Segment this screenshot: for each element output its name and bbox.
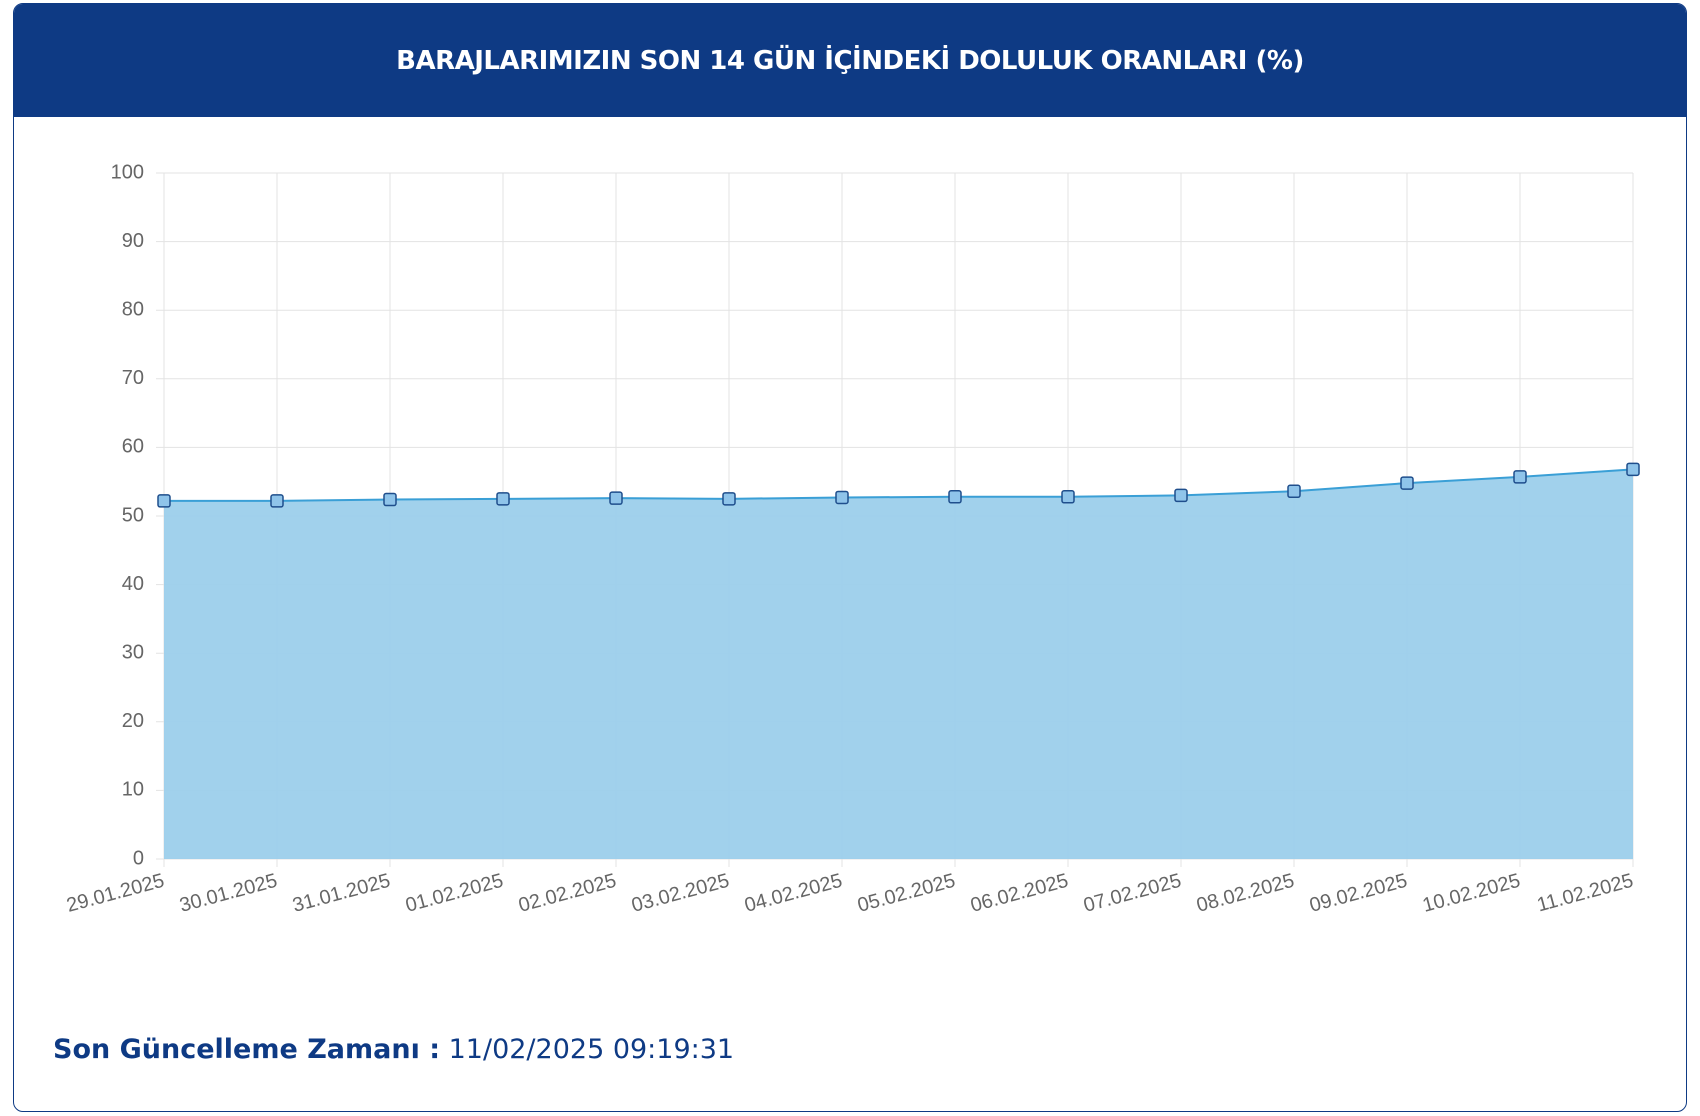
area — [164, 469, 1633, 859]
y-tick-label: 70 — [122, 367, 144, 389]
y-tick-label: 60 — [122, 436, 144, 458]
marker — [1400, 476, 1414, 490]
y-tick-label: 50 — [122, 504, 144, 526]
y-tick-label: 90 — [122, 230, 144, 252]
chart-title: BARAJLARIMIZIN SON 14 GÜN İÇİNDEKİ DOLUL… — [14, 4, 1686, 117]
marker — [722, 492, 736, 506]
x-tick-label: 06.02.2025 — [968, 870, 1070, 917]
x-tick-label: 08.02.2025 — [1194, 870, 1296, 917]
marker — [609, 491, 623, 505]
marker — [1626, 462, 1640, 477]
x-tick-label: 30.01.2025 — [177, 870, 279, 917]
marker — [948, 490, 962, 504]
marker — [270, 494, 284, 508]
x-tick-label: 01.02.2025 — [403, 870, 505, 917]
marker — [1174, 488, 1188, 503]
y-tick-label: 100 — [111, 161, 144, 183]
update-label: Son Güncelleme Zamanı : — [53, 1034, 441, 1065]
x-tick-label: 03.02.2025 — [629, 870, 731, 917]
y-tick-label: 40 — [122, 573, 144, 595]
x-tick-label: 10.02.2025 — [1420, 870, 1522, 917]
marker — [835, 490, 849, 505]
x-tick-label: 05.02.2025 — [855, 870, 957, 917]
update-time: 11/02/2025 09:19:31 — [448, 1034, 735, 1065]
y-tick-label: 10 — [122, 779, 144, 801]
x-tick-label: 31.01.2025 — [290, 870, 392, 917]
marker — [1287, 484, 1301, 499]
line — [164, 468, 1634, 502]
x-tick-label: 02.02.2025 — [516, 870, 618, 917]
x-tick-label: 04.02.2025 — [742, 870, 844, 917]
marker — [496, 492, 510, 506]
x-tick-label: 07.02.2025 — [1081, 870, 1183, 917]
marker — [383, 492, 397, 507]
marker — [1513, 470, 1527, 484]
marker — [1061, 490, 1075, 504]
y-tick-label: 80 — [122, 298, 144, 320]
y-tick-label: 0 — [133, 847, 144, 869]
footer: Son Güncelleme Zamanı : 11/02/2025 09:19… — [53, 1034, 734, 1065]
x-tick-label: 11.02.2025 — [1535, 870, 1636, 917]
x-tick-label: 09.02.2025 — [1307, 870, 1409, 917]
y-tick-label: 30 — [122, 641, 144, 663]
x-tick-label: 29.01.2025 — [64, 870, 166, 917]
marker — [157, 494, 171, 508]
y-tick-label: 20 — [122, 710, 144, 732]
